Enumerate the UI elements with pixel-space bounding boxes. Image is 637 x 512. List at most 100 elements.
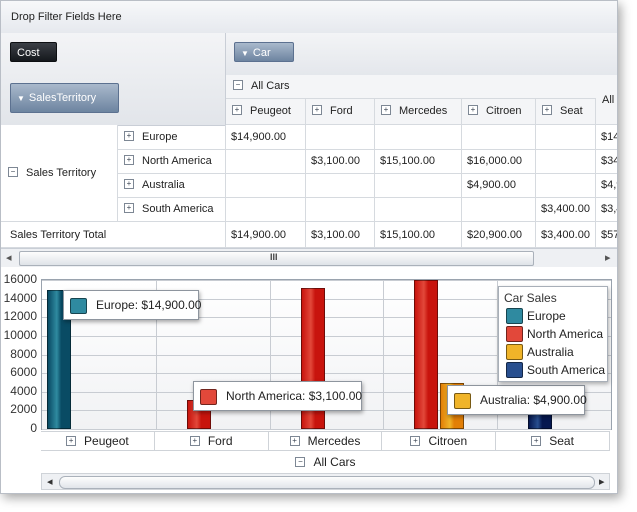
collapse-icon[interactable]: − (8, 167, 18, 178)
data-cell[interactable]: $14,900.00 (226, 125, 306, 150)
filter-drop-area[interactable]: Drop Filter Fields Here (1, 1, 617, 34)
data-cell[interactable] (375, 198, 462, 222)
tooltip-australia: Australia: $4,900.00 (447, 385, 587, 415)
total-cell[interactable]: $3,400.00 (536, 222, 596, 248)
chart-scroll-left-arrow[interactable]: ◂ (47, 476, 53, 488)
tooltip-text: North America: $3,100.00 (226, 389, 363, 403)
category-divider (155, 280, 157, 429)
chart-horizontal-scrollbar[interactable]: ◂ ▸ (41, 473, 610, 490)
scroll-right-arrow[interactable]: ▸ (605, 252, 611, 264)
region-label: Australia (142, 179, 185, 191)
data-cell[interactable]: $3,100.00 (306, 150, 375, 174)
expand-icon[interactable]: + (124, 131, 134, 142)
car-label: Mercedes (399, 105, 448, 117)
data-cell[interactable] (536, 174, 596, 198)
tooltip-text: Australia: $4,900.00 (480, 393, 587, 407)
scroll-thumb[interactable]: III (19, 251, 534, 266)
data-cell[interactable]: $4,9 (596, 174, 617, 198)
bar-north-america-citroen[interactable] (414, 280, 439, 429)
total-cell[interactable]: $20,900.00 (462, 222, 536, 248)
x-group-label: All Cars (313, 455, 356, 469)
grid-horizontal-scrollbar[interactable]: ◂ III ▸ (1, 248, 617, 268)
chart-scroll-thumb[interactable] (59, 476, 595, 489)
scroll-thumb-grip: III (270, 252, 278, 262)
total-cell[interactable]: $57 (596, 222, 617, 248)
x-category-mercedes: + Mercedes (268, 431, 383, 450)
data-cell[interactable]: $16,000.00 (462, 150, 536, 174)
legend-title: Car Sales (504, 291, 557, 305)
data-cell[interactable]: $3,400.00 (536, 198, 596, 222)
x-category-seat: + Seat (496, 431, 610, 450)
data-cell[interactable]: $14 (596, 125, 617, 150)
data-cell[interactable]: $15,100.00 (375, 150, 462, 174)
row-field-chip-label: SalesTerritory (28, 92, 97, 104)
column-header-car: + Mercedes (375, 99, 462, 125)
row-header-region: + South America (118, 198, 226, 222)
data-cell[interactable] (306, 174, 375, 198)
data-cell[interactable]: $34 (596, 150, 617, 174)
data-cell[interactable] (226, 150, 306, 174)
y-tick-label: 14000 (3, 290, 37, 305)
y-tick-label: 0 (30, 421, 37, 435)
data-cell[interactable] (462, 198, 536, 222)
gridline (42, 335, 611, 337)
data-cell[interactable]: $4,900.00 (462, 174, 536, 198)
expand-icon[interactable]: + (124, 179, 134, 190)
car-label: Peugeot (250, 105, 291, 117)
expand-icon[interactable]: + (468, 105, 478, 116)
car-label: Seat (560, 105, 583, 117)
data-cell[interactable] (462, 125, 536, 150)
expand-icon[interactable]: + (312, 105, 322, 116)
gridline (42, 280, 611, 281)
chart-scroll-right-arrow[interactable]: ▸ (599, 476, 605, 488)
column-field-chip[interactable]: ▼ Car (234, 42, 294, 62)
legend-item: North America (506, 326, 603, 343)
expand-icon[interactable]: + (542, 105, 552, 116)
data-cell[interactable] (375, 174, 462, 198)
column-header-car: + Seat (536, 99, 596, 125)
data-cell[interactable] (306, 198, 375, 222)
total-cell[interactable]: $14,900.00 (226, 222, 306, 248)
data-cell[interactable] (226, 174, 306, 198)
row-header-region: + Europe (118, 125, 226, 150)
data-cell[interactable]: $3,4 (596, 198, 617, 222)
x-category-peugeot: + Peugeot (41, 431, 155, 450)
expand-icon[interactable]: + (381, 105, 391, 116)
total-cell[interactable]: $15,100.00 (375, 222, 462, 248)
data-cell[interactable] (536, 125, 596, 150)
data-cell[interactable] (375, 125, 462, 150)
scroll-left-arrow[interactable]: ◂ (6, 252, 12, 264)
expand-icon[interactable]: + (124, 203, 134, 214)
data-cell[interactable] (536, 150, 596, 174)
expand-icon[interactable]: + (232, 105, 242, 116)
total-cell[interactable]: $3,100.00 (306, 222, 375, 248)
measure-chip-cost[interactable]: Cost (10, 42, 57, 62)
category-divider (383, 280, 385, 429)
y-tick-label: 16000 (3, 272, 37, 286)
expand-icon[interactable]: + (410, 435, 421, 446)
data-cell[interactable] (226, 198, 306, 222)
collapse-icon[interactable]: − (295, 456, 306, 467)
row-group-label: Sales Territory (26, 167, 97, 179)
expand-icon[interactable]: + (66, 435, 77, 446)
expand-icon[interactable]: + (124, 155, 134, 166)
region-label: South America (142, 203, 214, 215)
x-category-label: Ford (207, 434, 233, 448)
row-header-total: Sales Territory Total (1, 222, 226, 248)
y-tick-label: 8000 (10, 346, 37, 361)
x-axis-group-all-cars: − All Cars (41, 450, 610, 474)
row-field-chip[interactable]: ▼ SalesTerritory (10, 83, 119, 113)
collapse-icon[interactable]: − (233, 80, 243, 91)
expand-icon[interactable]: + (289, 435, 300, 446)
expand-icon[interactable]: + (189, 435, 200, 446)
row-header-region: + Australia (118, 174, 226, 198)
expand-icon[interactable]: + (531, 435, 542, 446)
data-cell[interactable] (306, 125, 375, 150)
column-header-car: + Ford (306, 99, 375, 125)
column-header-all-total: All (596, 75, 617, 125)
filter-triangle-icon: ▼ (17, 94, 25, 103)
y-tick-label: 6000 (10, 365, 37, 380)
legend-item: Europe (506, 308, 566, 325)
gridline (42, 317, 611, 319)
total-label: Sales Territory Total (10, 229, 107, 241)
